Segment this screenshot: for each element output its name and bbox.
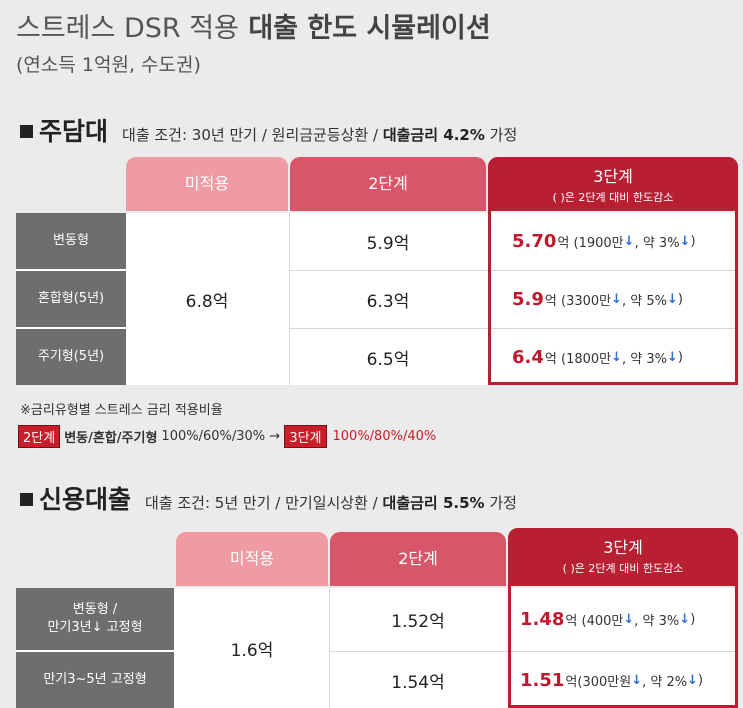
title-light: 스트레스 DSR 적용 — [16, 13, 239, 44]
stage3-unit: 억 — [544, 351, 557, 367]
square-bullet-icon — [20, 493, 33, 506]
col-label: 2단계 — [368, 174, 408, 193]
col-label: 미적용 — [229, 549, 275, 568]
credit-unapplied-value: 1.6억 — [230, 640, 274, 661]
credit-stage2-value: 1.54억 — [391, 672, 445, 693]
divider — [329, 588, 330, 708]
row-label-line: 변동형 / — [72, 601, 118, 617]
credit-condition: 대출 조건: 5년 만기 / 만기일시상환 / 대출금리 5.5% 가정 — [145, 492, 517, 513]
mortgage-stage3-value: 6.4 억 (1800만 ↓, 약 3% ↓) — [488, 329, 738, 385]
mortgage-table-body — [16, 213, 738, 385]
divider — [289, 213, 290, 385]
col-label: 미적용 — [184, 174, 230, 193]
row-label-line: 만기3년↓ 고정형 — [47, 620, 143, 635]
square-bullet-icon — [20, 125, 33, 138]
mortgage-row-label: 혼합형(5년) — [16, 271, 126, 327]
mortgage-stage3-value: 5.70 억 (1900만 ↓, 약 3% ↓) — [488, 213, 738, 270]
page-subtitle: (연소득 1억원, 수도권) — [16, 54, 201, 76]
loan-types: 변동/혼합/주기형 — [64, 431, 158, 446]
stage3-close: ) — [677, 349, 683, 365]
stress-rate-note: ※금리유형별 스트레스 금리 적용비율 — [20, 403, 223, 418]
mortgage-stage2-value: 5.9억 — [366, 234, 410, 254]
down-arrow-icon: ↓ — [679, 234, 691, 249]
col-label: 2단계 — [398, 549, 438, 568]
stage3-number: 5.9 — [512, 289, 544, 310]
mortgage-stage2-value: 6.3억 — [366, 292, 410, 312]
stress-rate-ratios: 2단계 변동/혼합/주기형 100%/60%/30% → 3단계 100%/80… — [18, 425, 436, 448]
down-arrow-icon: ↓ — [687, 672, 698, 688]
stage3-pct: , 약 3% — [634, 236, 680, 251]
credit-stage2-value: 1.52억 — [391, 612, 445, 632]
stage3-unit: 억 — [565, 614, 578, 629]
stage3-ratio: 100%/80%/40% — [332, 429, 437, 444]
credit-stage3-value: 1.48 억 (400만 ↓, 약 3% ↓) — [508, 588, 738, 651]
stage3-number: 6.4 — [512, 346, 544, 368]
stage3-unit: 억 — [565, 674, 578, 690]
stage3-number: 1.48 — [520, 609, 565, 630]
mortgage-condition-suffix: 가정 — [489, 126, 518, 144]
stage2-ratio: 100%/60%/30% → — [161, 429, 281, 444]
title-bold: 대출 한도 시뮬레이션 — [248, 13, 491, 44]
down-arrow-icon: ↓ — [667, 349, 678, 365]
stage3-decrease: (1800만 — [561, 351, 612, 367]
stage3-decrease: (1900만 — [573, 236, 624, 251]
col-label: 3단계 — [593, 167, 633, 186]
stage3-pct: , 약 3% — [634, 614, 680, 629]
credit-condition-prefix: 대출 조건: 5년 만기 / 만기일시상환 / — [145, 494, 378, 512]
stage3-pct: , 약 5% — [622, 294, 668, 309]
down-arrow-icon: ↓ — [623, 234, 635, 249]
credit-row-label: 만기3~5년 고정형 — [16, 652, 174, 708]
mortgage-stage2-value: 6.5억 — [366, 349, 410, 370]
divider — [290, 270, 738, 271]
credit-section-heading: 신용대출 대출 조건: 5년 만기 / 만기일시상환 / 대출금리 5.5% 가… — [20, 480, 517, 516]
credit-condition-suffix: 가정 — [489, 494, 517, 512]
col-sublabel: ( )은 2단계 대비 한도감소 — [562, 562, 684, 575]
credit-section-title: 신용대출 — [39, 485, 132, 514]
stage3-pct: , 약 3% — [622, 351, 668, 367]
mortgage-col-header-unapplied: 미적용 — [126, 157, 288, 211]
stage3-close: ) — [690, 612, 696, 627]
mortgage-section-heading: 주담대 대출 조건: 30년 만기 / 원리금균등상환 / 대출금리 4.2% … — [20, 112, 517, 148]
page-title: 스트레스 DSR 적용 대출 한도 시뮬레이션 — [16, 6, 491, 45]
stage3-decrease: (3300만 — [561, 294, 612, 309]
down-arrow-icon: ↓ — [631, 672, 643, 688]
down-arrow-icon: ↓ — [623, 612, 635, 627]
mortgage-condition-prefix: 대출 조건: 30년 만기 / 원리금균등상환 / — [122, 126, 379, 144]
mortgage-row-label: 변동형 — [16, 213, 126, 269]
down-arrow-icon: ↓ — [611, 349, 623, 365]
divider — [290, 328, 738, 329]
mortgage-unapplied-value: 6.8억 — [185, 291, 229, 312]
credit-col-header-stage3: 3단계 ( )은 2단계 대비 한도감소 — [508, 528, 738, 586]
stage3-close: ) — [698, 672, 704, 688]
mortgage-condition-rate: 대출금리 4.2% — [382, 126, 485, 144]
mortgage-condition: 대출 조건: 30년 만기 / 원리금균등상환 / 대출금리 4.2% 가정 — [122, 124, 517, 145]
mortgage-row-label: 주기형(5년) — [16, 329, 126, 385]
credit-stage3-value: 1.51 억 (300만원 ↓, 약 2% ↓) — [508, 652, 738, 708]
credit-condition-rate: 대출금리 5.5% — [382, 494, 485, 512]
divider — [330, 651, 738, 652]
down-arrow-icon: ↓ — [667, 292, 678, 307]
stage3-number: 1.51 — [520, 669, 565, 691]
col-sublabel: ( )은 2단계 대비 한도감소 — [552, 191, 674, 204]
down-arrow-icon: ↓ — [679, 612, 691, 627]
stage3-close: ) — [690, 234, 696, 249]
mortgage-col-header-stage2: 2단계 — [290, 157, 486, 211]
stage3-decrease: (400만 — [581, 614, 624, 629]
down-arrow-icon: ↓ — [611, 292, 623, 307]
mortgage-col-header-stage3: 3단계 ( )은 2단계 대비 한도감소 — [488, 157, 738, 211]
stage3-unit: 억 — [557, 236, 570, 251]
stage3-close: ) — [677, 292, 683, 307]
credit-col-header-stage2: 2단계 — [330, 532, 506, 586]
stage3-decrease: (300만원 — [577, 674, 632, 690]
mortgage-stage3-value: 5.9 억 (3300만 ↓, 약 5% ↓) — [488, 271, 738, 328]
stage3-number: 5.70 — [512, 231, 557, 252]
stage3-unit: 억 — [544, 294, 557, 309]
stage2-tag: 2단계 — [18, 425, 61, 448]
mortgage-section-title: 주담대 — [39, 117, 109, 146]
credit-col-header-unapplied: 미적용 — [176, 532, 328, 586]
stage3-tag: 3단계 — [284, 425, 327, 448]
stage3-pct: , 약 2% — [642, 674, 688, 690]
col-label: 3단계 — [603, 538, 643, 557]
credit-row-label: 변동형 / 만기3년↓ 고정형 — [16, 588, 174, 650]
